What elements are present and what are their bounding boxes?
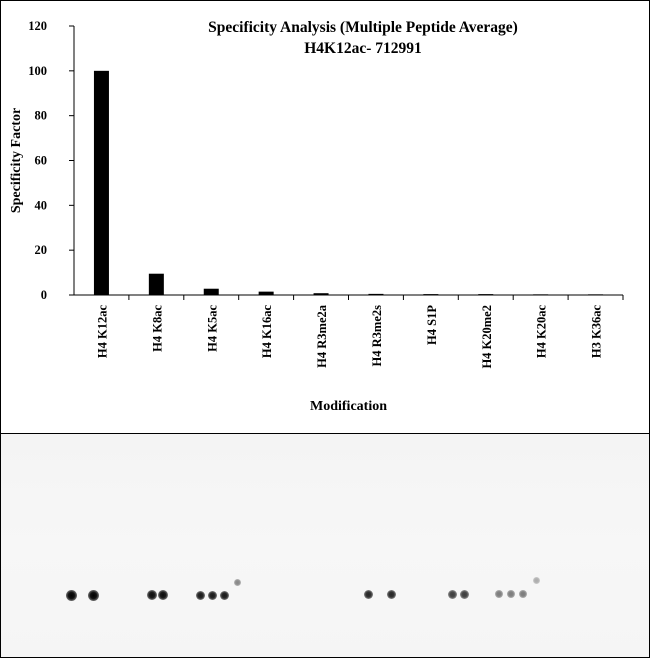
bar (203, 288, 219, 295)
bar (93, 70, 109, 295)
bar-series (93, 70, 604, 295)
bar (478, 294, 494, 295)
x-category-label: H4 S1P (425, 305, 439, 345)
y-tick-label: 20 (35, 243, 48, 257)
x-category-label: H4 R3me2s (370, 305, 384, 367)
bar (313, 293, 329, 295)
x-category-label: H4 K5ac (205, 305, 219, 352)
x-axis-label: Modification (310, 399, 387, 414)
blot-spot (532, 576, 540, 584)
blot-spot (233, 578, 241, 586)
y-tick-label: 80 (35, 109, 48, 123)
y-tick-label: 0 (41, 288, 47, 302)
blot-spot (386, 589, 396, 599)
blot-spot (219, 590, 229, 600)
bar (368, 293, 384, 295)
x-category-labels: H4 K12ac H4 K8ac H4 K5ac H4 K16ac H4 R3me2a H… (95, 304, 603, 368)
dot-blot-image (1, 434, 649, 657)
bar (423, 294, 439, 295)
chart-axes (69, 25, 624, 300)
blot-spot (507, 590, 515, 598)
x-category-label: H3 K36ac (590, 305, 604, 359)
blot-spot (195, 590, 205, 600)
bar (258, 291, 274, 295)
blot-spot (363, 589, 373, 599)
bar-chart: Specificity Analysis (Multiple Peptide A… (9, 19, 624, 414)
blot-spot (207, 590, 217, 600)
y-tick-label: 60 (35, 154, 48, 168)
y-axis-label: Specificity Factor (9, 108, 24, 213)
blot-spot (158, 590, 168, 600)
bar (588, 294, 604, 295)
x-category-label: H4 K20me2 (480, 305, 494, 369)
y-tick-labels: 0 20 40 60 80 100 120 (28, 19, 47, 302)
chart-subtitle: H4K12ac- 712991 (304, 40, 422, 57)
bar (533, 294, 549, 295)
blot-spot (147, 590, 157, 600)
x-category-label: H4 K16ac (260, 305, 274, 359)
x-category-label: H4 K8ac (150, 305, 164, 352)
y-tick-label: 40 (35, 198, 48, 212)
blot-spot (519, 590, 527, 598)
bar (148, 273, 164, 295)
chart-title: Specificity Analysis (Multiple Peptide A… (208, 19, 518, 36)
blot-spot (65, 589, 77, 601)
y-tick-label: 120 (28, 19, 47, 33)
x-category-label: H4 K12ac (95, 305, 109, 359)
x-category-label: H4 R3me2a (315, 304, 329, 368)
chart-panel: Specificity Analysis (Multiple Peptide A… (1, 1, 649, 434)
blot-spot (495, 590, 503, 598)
blot-spot (447, 589, 457, 599)
blot-spot (459, 589, 469, 599)
blot-spot (87, 589, 99, 601)
x-category-label: H4 K20ac (535, 305, 549, 359)
y-tick-label: 100 (28, 64, 47, 78)
